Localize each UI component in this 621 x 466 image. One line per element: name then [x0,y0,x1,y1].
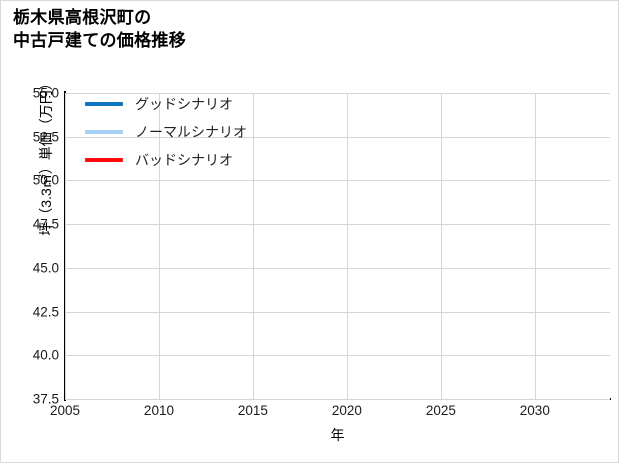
y-axis-tick-label: 40.0 [32,347,59,363]
gridline-vertical [158,93,160,399]
x-axis-label: 年 [330,427,345,443]
x-axis-tick-label: 2030 [519,403,550,418]
legend-item[interactable]: ノーマルシナリオ [85,123,247,140]
legend-item-label: ノーマルシナリオ [135,123,247,140]
gridline-vertical [346,93,348,399]
y-axis-tick-label: 52.5 [32,129,59,145]
legend-item[interactable]: バッドシナリオ [85,151,247,168]
legend-color-swatch [85,129,123,134]
legend-color-swatch [85,157,123,162]
legend-item-label: バッドシナリオ [135,151,233,168]
x-axis-tick-label: 2020 [331,403,362,418]
y-axis-tick-label: 42.5 [32,304,59,320]
page-title: 栃木県高根沢町の 中古戸建ての価格推移 [13,8,186,50]
gridline-horizontal [65,93,610,94]
x-axis-tick-label: 2010 [143,403,174,418]
x-axis-tick-label: 2015 [237,403,268,418]
gridline-horizontal [65,399,610,400]
y-axis-tick-label: 50.0 [32,172,59,188]
gridline-horizontal [65,180,610,182]
gridline-horizontal [65,267,610,269]
gridline-vertical [252,93,254,399]
gridline-vertical [65,93,66,399]
gridline-horizontal [65,224,610,226]
y-axis-label: 坪（3.3㎡）単価（万円） [38,76,54,236]
gridline-horizontal [65,136,610,138]
gridline-horizontal [65,355,610,357]
y-axis-tick-label: 55.0 [32,85,59,101]
plot-background [65,93,610,399]
legend: グッドシナリオ ノーマルシナリオ バッドシナリオ [85,95,247,168]
y-axis-tick-labels: 37.5 40.0 42.5 45.0 47.5 50.0 52.5 55.0 [1,1,59,466]
y-axis-tick-label: 37.5 [32,391,59,407]
gridline-horizontal [65,311,610,313]
gridline-vertical [534,93,536,399]
legend-item[interactable]: グッドシナリオ [85,95,247,112]
x-axis-tick-label: 2005 [49,403,81,418]
gridline-vertical [440,93,442,399]
legend-item-label: グッドシナリオ [135,95,233,112]
y-axis-tick-label: 45.0 [32,260,59,276]
x-axis-tick-label: 2025 [425,403,456,418]
y-axis-tick-label: 47.5 [32,216,59,232]
legend-color-swatch [85,101,123,106]
plot-area [65,93,610,400]
